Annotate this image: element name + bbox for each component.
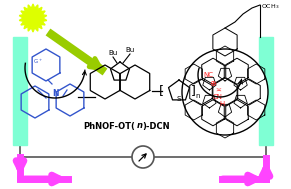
Text: OCH$_3$: OCH$_3$: [261, 2, 279, 12]
Text: G$^+$: G$^+$: [33, 57, 43, 67]
Text: [: [: [159, 84, 164, 98]
Text: S: S: [177, 96, 181, 102]
Circle shape: [132, 146, 154, 168]
Text: Bu: Bu: [125, 47, 135, 53]
Polygon shape: [19, 4, 47, 32]
Text: NC: NC: [203, 72, 213, 78]
Text: N: N: [53, 88, 59, 98]
Text: CN: CN: [213, 94, 223, 100]
Bar: [259, 37, 273, 145]
Circle shape: [182, 49, 268, 135]
Text: Bu: Bu: [108, 50, 118, 56]
Text: $\oplus$: $\oplus$: [209, 78, 217, 88]
Text: H: H: [219, 101, 225, 107]
Text: PhNOF-OT(: PhNOF-OT(: [83, 122, 135, 130]
Text: n: n: [196, 93, 200, 99]
Bar: [13, 37, 27, 145]
Text: ]: ]: [191, 84, 196, 98]
Text: n: n: [137, 122, 143, 130]
Text: $\asymp$: $\asymp$: [214, 87, 222, 93]
Text: )-DCN: )-DCN: [142, 122, 170, 130]
